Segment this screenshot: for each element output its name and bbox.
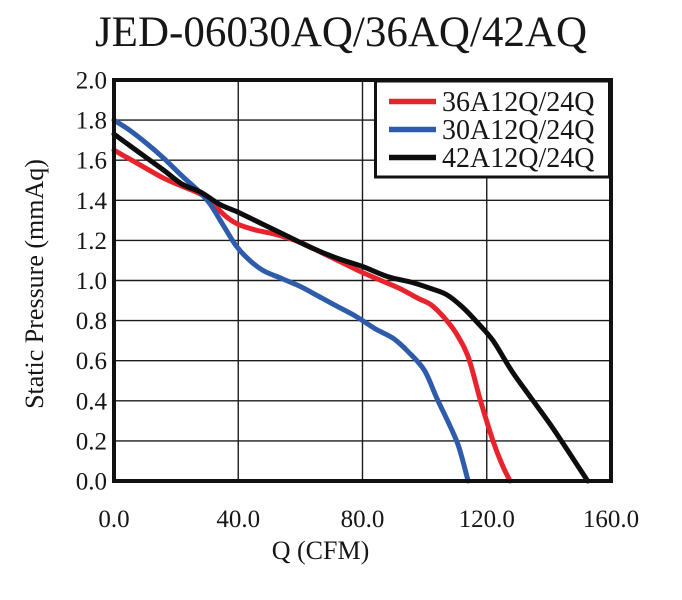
y-tick-label: 1.0: [76, 268, 107, 295]
y-tick-label: 0.6: [76, 348, 107, 375]
y-tick-label: 0.2: [76, 428, 107, 455]
y-tick-label: 0.8: [76, 308, 107, 335]
curve-30a12q-24q: [111, 117, 471, 484]
chart-title: JED-06030AQ/36AQ/42AQ: [94, 9, 588, 56]
tick-labels: 0.0 40.0 80.0 120.0 160.0 0.0 0.2 0.4 0.6 0.8 1.0 1…: [76, 68, 639, 534]
legend-label: 36A12Q/24Q: [442, 87, 594, 118]
y-tick-label: 2.0: [76, 68, 107, 95]
x-axis-title: Q (CFM): [271, 536, 370, 565]
y-tick-label: 1.4: [76, 188, 108, 215]
x-tick-label: 40.0: [216, 506, 260, 533]
x-tick-label: 120.0: [459, 506, 515, 533]
curve-42a12q-24q: [111, 131, 591, 484]
y-tick-label: 0.4: [76, 388, 108, 415]
x-tick-label: 80.0: [341, 506, 385, 533]
plot-frame: [112, 78, 613, 483]
y-tick-label: 0.0: [76, 469, 107, 496]
x-tick-label: 160.0: [583, 506, 639, 533]
curve-layer: [111, 117, 591, 484]
y-tick-label: 1.8: [76, 108, 107, 135]
legend-label: 42A12Q/24Q: [442, 143, 594, 174]
y-axis-title: Static Pressure (mmAq): [20, 159, 49, 409]
x-tick-label: 0.0: [98, 506, 129, 533]
legend-label: 30A12Q/24Q: [442, 115, 594, 146]
y-tick-label: 1.2: [76, 228, 107, 255]
y-tick-label: 1.6: [76, 148, 107, 175]
